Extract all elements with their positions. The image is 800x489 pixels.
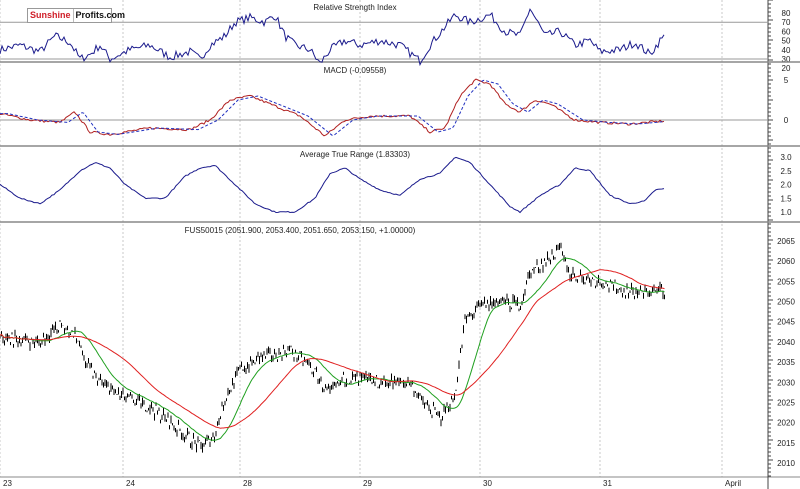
rsi-line xyxy=(0,8,665,67)
x-tick-label: 30 xyxy=(483,479,492,488)
y-tick-label: 60 xyxy=(782,27,791,36)
y-tick-label: 2.5 xyxy=(780,167,792,176)
signal-line xyxy=(0,79,665,136)
macd-line xyxy=(0,78,665,137)
x-tick-label: 31 xyxy=(603,479,612,488)
x-tick-label: 28 xyxy=(243,479,252,488)
logo-part2: Profits.com xyxy=(75,10,126,20)
y-tick-label: 1.0 xyxy=(780,208,792,217)
y-tick-label: 2050 xyxy=(777,298,795,307)
y-tick-label: 2025 xyxy=(777,398,795,407)
y-tick-label: 70 xyxy=(782,18,791,27)
logo-part1: Sunshine xyxy=(28,9,74,22)
y-tick-label: 2020 xyxy=(777,419,795,428)
panel-title: MACD (-0.09558) xyxy=(324,66,387,75)
y-tick-label: 2010 xyxy=(777,459,795,468)
panel-title: FUS50015 (2051.900, 2053.400, 2051.650, … xyxy=(185,226,416,235)
y-tick-label: 1.5 xyxy=(780,194,792,203)
x-tick-label: 23 xyxy=(3,479,12,488)
y-tick-label: 2045 xyxy=(777,318,795,327)
y-tick-label: 2035 xyxy=(777,358,795,367)
sunshine-profits-logo: Sunshine Profits.com xyxy=(27,8,125,23)
y-tick-label: 30 xyxy=(782,55,791,64)
ma-long-line xyxy=(0,269,665,429)
y-tick-label: 5 xyxy=(784,76,789,85)
y-tick-label: 2065 xyxy=(777,237,795,246)
ma-short-line xyxy=(0,257,665,441)
y-tick-label: 2060 xyxy=(777,257,795,266)
y-tick-label: 2030 xyxy=(777,378,795,387)
y-tick-label: 2055 xyxy=(777,277,795,286)
y-tick-label: 80 xyxy=(782,9,791,18)
y-tick-label: 0 xyxy=(784,116,789,125)
x-tick-label: 29 xyxy=(363,479,372,488)
y-tick-label: 40 xyxy=(782,46,791,55)
y-tick-label: 50 xyxy=(782,37,791,46)
x-tick-label: April xyxy=(725,479,741,488)
x-tick-label: 24 xyxy=(126,479,135,488)
atr-line xyxy=(0,156,665,214)
y-tick-label: 2015 xyxy=(777,439,795,448)
y-tick-label: 2040 xyxy=(777,338,795,347)
y-tick-label: 2.0 xyxy=(780,181,792,190)
panel-title: Average True Range (1.83303) xyxy=(300,150,410,159)
panel-title: Relative Strength Index xyxy=(313,3,396,12)
y-tick-label: 20 xyxy=(782,64,791,73)
y-tick-label: 3.0 xyxy=(780,153,792,162)
